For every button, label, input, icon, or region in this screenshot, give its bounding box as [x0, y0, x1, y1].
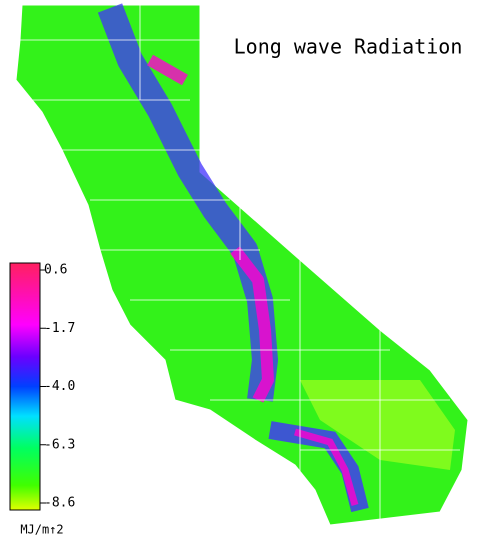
colorbar-unit: MJ/m↑2 — [20, 523, 63, 537]
california — [15, 3, 469, 526]
colorbar-tick-label: -6.3 — [44, 437, 75, 452]
southern-peak — [294, 428, 359, 506]
colorbar-ticks: 0.6 -1.7 -4.0 -6.3 -8.6 — [40, 263, 75, 511]
colorbar-tick-label: -1.7 — [44, 321, 75, 336]
map-title: Long wave Radiation — [234, 35, 463, 59]
colorbar-tick-label: -8.6 — [44, 496, 75, 511]
colorbar — [9, 262, 41, 511]
colorbar-tick-label: 0.6 — [44, 263, 67, 278]
colorbar-tick-label: -4.0 — [44, 379, 75, 394]
peak-radiation-band — [147, 54, 274, 403]
desert-area — [300, 380, 455, 470]
county-lines — [20, 5, 460, 520]
